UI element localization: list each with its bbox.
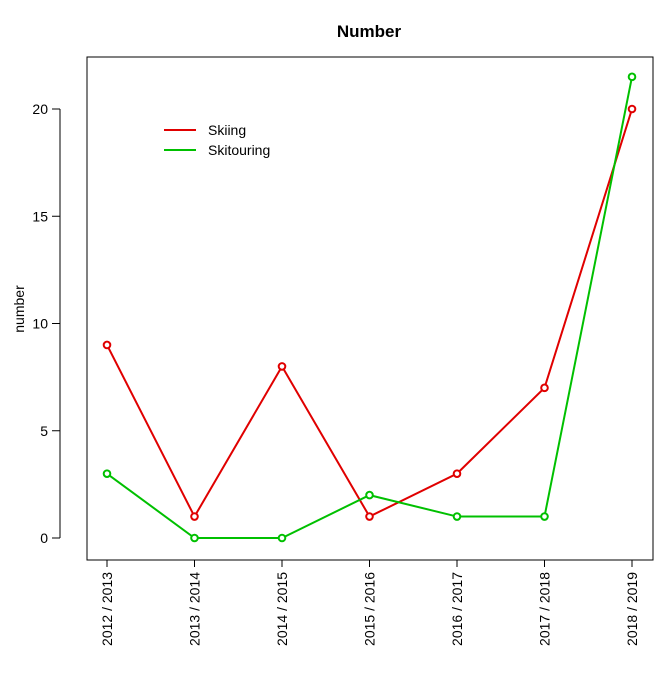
- series-skitouring: [102, 72, 637, 543]
- x-tick-label: 2012 / 2013: [99, 572, 115, 646]
- data-point: [190, 512, 199, 521]
- data-point: [277, 362, 287, 371]
- data-point: [190, 533, 199, 543]
- legend-item: Skitouring: [164, 142, 270, 158]
- y-tick-label: 20: [32, 101, 48, 117]
- y-tick-label: 0: [40, 530, 48, 546]
- series-layer: [102, 72, 637, 543]
- data-point: [365, 490, 374, 500]
- x-tick-label: 2016 / 2017: [449, 572, 465, 646]
- x-tick-label: 2015 / 2016: [362, 572, 378, 646]
- data-point: [627, 104, 637, 114]
- data-point: [540, 512, 549, 521]
- legend-item: Skiing: [164, 122, 246, 138]
- data-point: [540, 383, 549, 393]
- y-tick-label: 15: [32, 208, 48, 224]
- data-point: [102, 469, 112, 478]
- x-tick-label: 2014 / 2015: [274, 572, 290, 646]
- x-axis: 2012 / 2013 2013 / 2014 2014 / 2015 2015 / …: [99, 559, 640, 646]
- data-point: [452, 512, 462, 521]
- x-tick-label: 2013 / 2014: [187, 572, 203, 646]
- y-axis: 0 5 10 15 20: [32, 101, 61, 546]
- series-skiing: [102, 104, 637, 521]
- y-axis-label: number: [11, 285, 27, 333]
- x-tick-label: 2018 / 2019: [624, 572, 640, 646]
- data-point: [627, 72, 637, 82]
- chart-title: Number: [337, 22, 402, 41]
- x-tick-label: 2017 / 2018: [537, 572, 553, 646]
- legend-label: Skiing: [208, 122, 246, 138]
- legend: Skiing Skitouring: [164, 122, 270, 158]
- legend-label: Skitouring: [208, 142, 270, 158]
- y-tick-label: 5: [40, 423, 48, 439]
- y-tick-label: 10: [32, 316, 48, 332]
- data-point: [102, 340, 112, 350]
- data-point: [277, 533, 287, 543]
- data-point: [452, 469, 462, 478]
- data-point: [365, 512, 374, 521]
